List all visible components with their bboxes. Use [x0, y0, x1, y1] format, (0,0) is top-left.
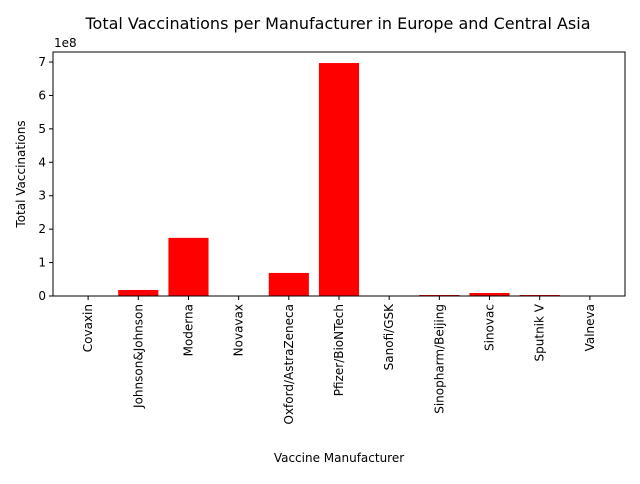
x-axis-ticks: Covaxin Johnson&Johnson Moderna Novavax Oxfo…: [81, 296, 597, 425]
x-tick-label: Valneva: [583, 304, 597, 351]
bar: [268, 272, 309, 296]
bar: [168, 237, 209, 296]
bar: [118, 289, 159, 296]
y-axis-offset-label: 1e8: [54, 36, 77, 50]
x-tick-label: Covaxin: [81, 304, 95, 352]
x-tick-label: Johnson&Johnson: [131, 304, 145, 409]
x-tick-label: Sinopharm/Beijing: [432, 304, 446, 414]
bar: [469, 292, 510, 296]
x-tick-label: Novavax: [232, 304, 246, 356]
x-axis-label: Vaccine Manufacturer: [274, 451, 404, 465]
y-tick-label: 2: [38, 222, 46, 236]
y-tick-label: 7: [38, 55, 46, 69]
x-tick-label: Sputnik V: [533, 303, 547, 361]
y-tick-label: 5: [38, 122, 46, 136]
y-tick-label: 4: [38, 155, 46, 169]
y-tick-label: 3: [38, 189, 46, 203]
y-tick-label: 6: [38, 88, 46, 102]
x-tick-label: Oxford/AstraZeneca: [282, 304, 296, 425]
y-axis-label: Total Vaccinations: [14, 120, 28, 228]
y-tick-label: 1: [38, 256, 46, 270]
y-axis-ticks: 0 1 2 3 4 5 6 7: [38, 55, 53, 303]
x-tick-label: Sanofi/GSK: [382, 303, 396, 370]
plot-frame: [52, 51, 626, 297]
x-tick-label: Sinovac: [483, 304, 497, 351]
bar: [318, 63, 360, 296]
chart-title: Total Vaccinations per Manufacturer in E…: [84, 14, 590, 33]
bars-group: [118, 63, 560, 296]
x-tick-label: Pfizer/BioNTech: [332, 304, 346, 396]
y-tick-label: 0: [38, 289, 46, 303]
x-tick-label: Moderna: [181, 304, 195, 356]
